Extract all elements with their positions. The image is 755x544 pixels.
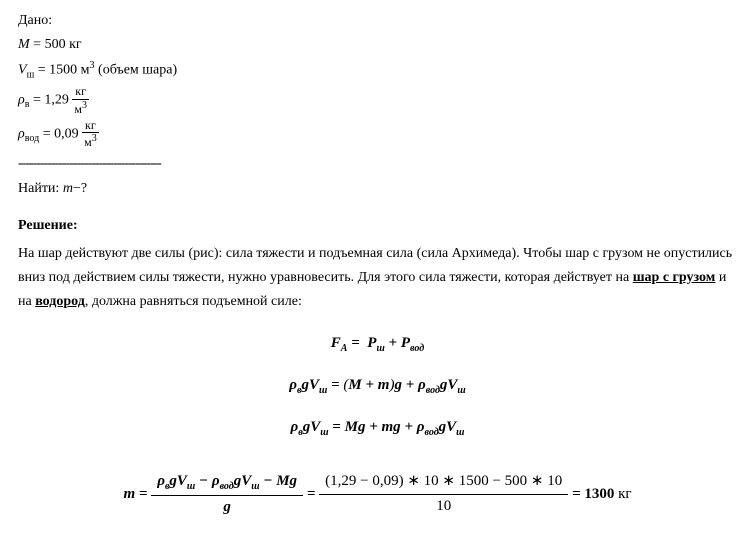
eq2-g: g [394, 377, 402, 393]
rho-air-symbol: ρ [18, 93, 25, 108]
eq3-rhs-rho-sub: вод [424, 427, 438, 438]
eq1-plus: + [385, 335, 401, 351]
eq2-V2-sub: ш [457, 385, 465, 396]
volume-subscript: ш [27, 69, 35, 80]
eq4-den1: g [151, 496, 303, 520]
rho-hyd-unit-fraction: кг м3 [82, 119, 99, 149]
eq3-V2: V [446, 419, 456, 435]
eq1-P2: P [401, 335, 410, 351]
unit-num: кг [72, 85, 89, 99]
solution-title: Решение: [18, 215, 737, 236]
eq4-m: m [123, 486, 135, 502]
eq3-lhs-V-sub: ш [320, 427, 328, 438]
eq2-M: M [348, 377, 361, 393]
eq2-lhs-rho: ρ [289, 377, 297, 393]
mass-value: = 500 кг [33, 37, 81, 52]
underline-hydrogen: водород [35, 294, 85, 309]
equation-2: ρвgVш = (M + m)g + ρводgVш [18, 374, 737, 398]
eq2-plus2: + [402, 377, 418, 393]
find-label: Найти: [18, 181, 63, 196]
eq2-lhs-g: g [301, 377, 309, 393]
rho-air-unit-fraction: кг м3 [72, 85, 89, 115]
eq4-eq2: = [307, 486, 319, 502]
given-rho-hydrogen: ρвод = 0,09 кг м3 [18, 119, 737, 149]
eq1-eq: = [347, 335, 363, 351]
eq4-num2: (1,29 − 0,09) ∗ 10 ∗ 1500 − 500 ∗ 10 [319, 470, 568, 495]
eq4-result: 1300 [584, 486, 614, 502]
unit-den: м3 [72, 100, 89, 116]
eq2-plus1: + [362, 377, 378, 393]
eq3-plus1: + [365, 419, 381, 435]
find-variable: m [63, 181, 73, 196]
unit-num: кг [82, 119, 99, 133]
given-title: Дано: [18, 10, 737, 31]
eq3-Mg: Mg [345, 419, 366, 435]
eq2-V2: V [447, 377, 457, 393]
eq3-V2-sub: ш [456, 427, 464, 438]
rho-air-subscript: в [25, 100, 30, 111]
equation-1: FA = Pш + Pвод [18, 332, 737, 356]
eq4-num1: ρвgVш − ρводgVш − Mg [151, 470, 303, 496]
eq3-lhs-V: V [310, 419, 320, 435]
equation-4: m = ρвgVш − ρводgVш − Mg g = (1,29 − 0,0… [18, 470, 737, 520]
eq4-unit: кг [614, 486, 631, 502]
unit-den: м3 [82, 133, 99, 149]
given-section: Дано: M = 500 кг Vш = 1500 м3 (объем шар… [18, 10, 737, 199]
eq1-FA: F [331, 335, 341, 351]
given-mass: M = 500 кг [18, 34, 737, 55]
separator-line: --------------------------------------- [18, 153, 737, 174]
eq4-fraction-2: (1,29 − 0,09) ∗ 10 ∗ 1500 − 500 ∗ 10 10 [319, 470, 568, 518]
solution-text: На шар действуют две силы (рис): сила тя… [18, 242, 737, 313]
rho-hyd-subscript: вод [25, 133, 39, 144]
equation-3: ρвgVш = Mg + mg + ρводgVш [18, 416, 737, 440]
eq2-rhs-rho-sub: вод [426, 385, 440, 396]
eq1-P2-sub: вод [410, 343, 424, 354]
eq4-den2: 10 [319, 495, 568, 519]
eq4-eq1: = [135, 486, 151, 502]
find-line: Найти: m−? [18, 178, 737, 199]
underline-balloon-load: шар с грузом [633, 270, 716, 285]
volume-value: = 1500 м [38, 63, 90, 78]
volume-symbol: V [18, 63, 27, 78]
given-volume: Vш = 1500 м3 (объем шара) [18, 58, 737, 82]
rho-hyd-symbol: ρ [18, 126, 25, 141]
eq3-eq: = [329, 419, 345, 435]
volume-note: (объем шара) [95, 63, 178, 78]
eq3-mg: mg [382, 419, 401, 435]
eq1-P1-sub: ш [376, 343, 384, 354]
rho-hyd-value: = 0,09 [43, 126, 79, 141]
eq2-rhs-rho: ρ [418, 377, 426, 393]
eq4-eq3: = [572, 486, 584, 502]
solution-text-part1: На шар действуют две силы (рис): сила тя… [18, 246, 732, 285]
given-rho-air: ρв = 1,29 кг м3 [18, 85, 737, 115]
eq2-eq: = [327, 377, 343, 393]
eq4-fraction-1: ρвgVш − ρводgVш − Mg g [151, 470, 303, 520]
rho-air-value: = 1,29 [33, 93, 69, 108]
solution-text-part3: , должна равняться подъемной силе: [85, 294, 302, 309]
find-question: −? [73, 181, 87, 196]
eq2-lhs-V: V [309, 377, 319, 393]
eq2-m: m [378, 377, 390, 393]
mass-symbol: M [18, 37, 30, 52]
eq3-plus2: + [401, 419, 417, 435]
